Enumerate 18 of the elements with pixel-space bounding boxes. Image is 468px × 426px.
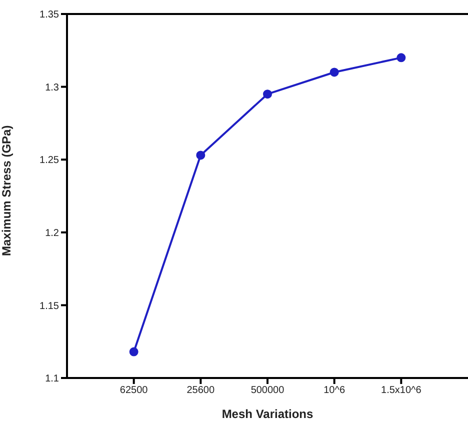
x-tick-label: 62500 [120, 385, 148, 396]
x-axis-title: Mesh Variations [222, 407, 314, 421]
point [196, 150, 206, 160]
y-tick-label: 1.2 [45, 228, 60, 239]
point [129, 347, 138, 356]
point [263, 90, 272, 99]
y-tick-label: 1.3 [45, 82, 60, 94]
y-tick-label: 1.25 [40, 155, 60, 166]
x-tick-label: 1.5x10^6 [381, 385, 422, 396]
x-tick-label: 25600 [186, 385, 216, 396]
point [396, 53, 406, 62]
y-tick-label: 1.15 [40, 300, 60, 312]
x-tick-label: 500000 [250, 385, 285, 396]
y-tick-label: 1.35 [40, 10, 60, 21]
x-tick-label: 10^6 [324, 385, 346, 396]
y-axis-title: Maximum Stress (GPa) [0, 125, 14, 256]
y-tick-label: 1.1 [45, 374, 60, 385]
point [330, 68, 339, 77]
